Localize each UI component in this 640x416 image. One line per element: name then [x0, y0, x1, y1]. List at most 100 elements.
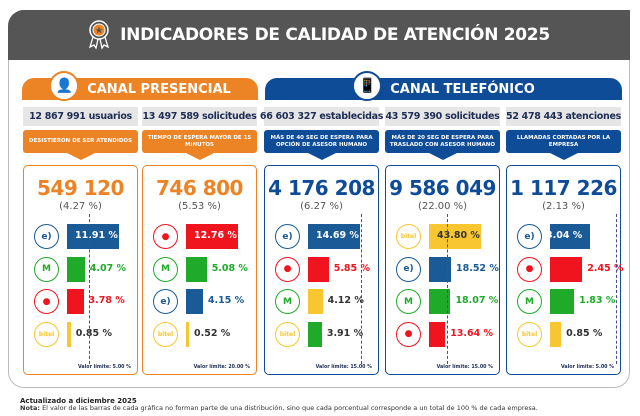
- phone-ringing-icon: 📱: [352, 71, 383, 101]
- footnote: Nota: El valor de las barras de cada grá…: [20, 404, 538, 412]
- bar-value: 43.80 %: [437, 230, 480, 241]
- limit-label: Valor límite: 20.00 %: [193, 365, 250, 370]
- bar-value: 4.15 %: [207, 295, 245, 306]
- base-count: 66 603 327 establecidas: [260, 107, 383, 126]
- limit-line: [88, 214, 90, 364]
- bar-claro: [429, 321, 446, 347]
- bitel-logo-icon: bitel: [34, 321, 59, 347]
- movistar-logo-icon: M: [275, 289, 300, 314]
- limit-line: [615, 214, 617, 364]
- total-percent: (5.53 %): [178, 201, 221, 212]
- company-row-claro: ● 3.78 %: [24, 289, 137, 314]
- arrow-down-icon: [185, 153, 214, 160]
- limit-label: Valor límite: 15.00 %: [436, 365, 493, 370]
- bar-claro: [308, 256, 329, 282]
- company-row-claro: ● 2.45 %: [507, 256, 624, 282]
- award-ribbon-icon: [89, 20, 110, 50]
- indicator-card: 746 800 (5.53 %) ● 12.76 % M 5.08 % e) 4.1…: [142, 165, 269, 375]
- company-row-bitel: bitel 0.85 %: [24, 321, 137, 347]
- channel-title: CANAL PRESENCIAL: [87, 81, 231, 97]
- company-row-movistar: M 18.07 %: [386, 289, 499, 314]
- bar-value: 3.04 %: [546, 230, 583, 241]
- indicator-label: LLAMADAS CORTADAS POR LA EMPRESA: [506, 130, 621, 153]
- bar-value: 14.69 %: [316, 230, 359, 241]
- company-row-bitel: bitel 0.85 %: [507, 321, 620, 347]
- total-value: 1 117 226: [510, 176, 617, 200]
- indicator-card: 549 120 (4.27 %) e) 11.91 % M 4.07 % ● 3.7…: [23, 165, 138, 375]
- bar-value: 18.52 %: [455, 262, 499, 274]
- company-row-entel: e) 11.91 %: [24, 224, 137, 249]
- bar-value: 1.83 %: [579, 295, 616, 306]
- bar-bitel: [550, 321, 562, 347]
- indicator-card: 9 586 049 (22.00 %) bitel 43.80 % e) 18.5…: [385, 165, 500, 375]
- arrow-down-icon: [549, 153, 578, 160]
- bitel-logo-icon: bitel: [275, 321, 300, 347]
- bar-entel: [308, 224, 360, 249]
- bar-value: 12.76 %: [194, 230, 237, 241]
- indicator-panel: 13 497 589 solicitudes TIEMPO DE ESPERA …: [142, 107, 269, 375]
- total-percent: (4.27 %): [59, 201, 102, 212]
- claro-logo-icon: ●: [396, 321, 421, 347]
- bar-movistar: [550, 289, 575, 314]
- bar-bitel: [429, 224, 481, 249]
- bitel-logo-icon: bitel: [517, 321, 542, 347]
- bar-value: 0.85 %: [75, 327, 112, 339]
- channel-header-telefonico: 📱 CANAL TELEFÓNICO: [265, 71, 622, 101]
- company-row-entel: e) 4.15 %: [143, 289, 256, 314]
- bar-value: 18.07 %: [455, 295, 499, 306]
- company-row-claro: ● 13.64 %: [386, 321, 499, 347]
- bar-value: 3.78 %: [88, 295, 125, 306]
- limit-label: Valor límite: 5.00 %: [77, 365, 131, 370]
- claro-logo-icon: ●: [517, 256, 542, 282]
- entel-logo-icon: e): [517, 224, 542, 249]
- company-row-entel: e) 3.04 %: [507, 224, 620, 249]
- bar-claro: [550, 256, 583, 282]
- bar-movistar: [429, 289, 451, 314]
- entel-logo-icon: e): [396, 256, 421, 282]
- bar-value: 0.85 %: [566, 327, 603, 339]
- bar-value: 11.91 %: [75, 230, 118, 241]
- bar-value: 0.52 %: [194, 327, 231, 339]
- bar-bitel: [308, 321, 322, 347]
- indicator-panel: 43 579 390 solicitudes MÁS DE 20 SEG DE …: [385, 107, 500, 375]
- company-row-movistar: M 4.12 %: [265, 289, 378, 314]
- arrow-down-icon: [66, 153, 95, 160]
- entel-logo-icon: e): [34, 224, 59, 249]
- company-row-bitel: bitel 3.91 %: [265, 321, 378, 347]
- entel-logo-icon: e): [153, 289, 178, 314]
- bar-entel: [67, 224, 119, 249]
- bar-claro: [186, 224, 238, 249]
- bitel-logo-icon: bitel: [153, 321, 178, 347]
- base-count: 12 867 991 usuarios: [23, 107, 138, 126]
- channel-title: CANAL TELEFÓNICO: [390, 81, 535, 97]
- bar-entel: [429, 256, 451, 282]
- entel-logo-icon: e): [275, 224, 300, 249]
- limit-line: [446, 214, 448, 364]
- company-row-claro: ● 5.85 %: [265, 256, 378, 282]
- note-text: El valor de las barras de cada gráfica n…: [40, 404, 538, 412]
- movistar-logo-icon: M: [34, 256, 59, 282]
- limit-label: Valor límite: 5.00 %: [560, 365, 614, 370]
- person-desk-icon: 👤: [49, 71, 80, 101]
- bar-value: 13.64 %: [450, 327, 494, 339]
- indicator-label: DESISTIERON DE SER ATENDIDOS: [23, 130, 138, 153]
- updated-text: Actualizado a diciembre 2025: [20, 397, 137, 405]
- claro-logo-icon: ●: [34, 289, 59, 314]
- company-row-bitel: bitel 43.80 %: [386, 224, 499, 249]
- limit-label: Valor límite: 15.00 %: [315, 365, 372, 370]
- indicator-card: 1 117 226 (2.13 %) e) 3.04 % ● 2.45 % M 1.…: [506, 165, 624, 375]
- movistar-logo-icon: M: [153, 256, 178, 282]
- indicator-label: MÁS DE 20 SEG DE ESPERA PARA TRASLADO CO…: [385, 130, 500, 153]
- bar-entel: [550, 224, 590, 249]
- company-row-movistar: M 1.83 %: [507, 289, 620, 314]
- total-percent: (2.13 %): [542, 201, 585, 212]
- total-value: 9 586 049: [389, 176, 496, 200]
- arrow-down-icon: [428, 153, 457, 160]
- bitel-logo-icon: bitel: [396, 224, 421, 249]
- bar-value: 3.91 %: [326, 327, 364, 339]
- base-count: 43 579 390 solicitudes: [385, 107, 500, 126]
- arrow-down-icon: [307, 153, 336, 160]
- bar-bitel: [67, 321, 71, 347]
- company-row-entel: e) 14.69 %: [265, 224, 378, 249]
- bar-value: 2.45 %: [587, 262, 624, 274]
